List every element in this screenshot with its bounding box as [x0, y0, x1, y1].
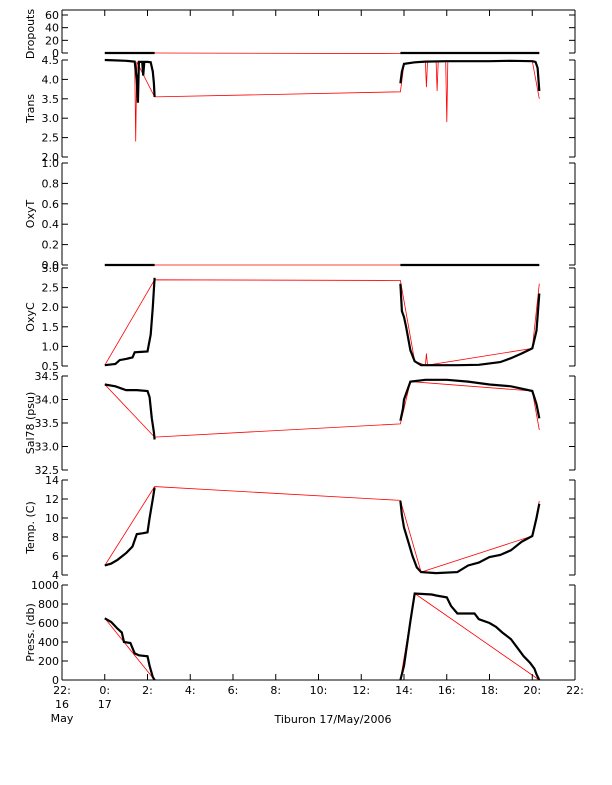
trans-black-trace-1 [104, 58, 156, 103]
press-ytick-label: 800 [38, 598, 59, 611]
x-tick-label: 14: [395, 684, 413, 697]
dropouts-ytick-label: 40 [45, 22, 59, 35]
chart-caption: Tiburon 17/May/2006 [273, 713, 391, 726]
x-tick-label: May [51, 712, 74, 725]
sal78-black-trace-1 [104, 383, 156, 440]
sal78-black-trace-2 [399, 378, 541, 421]
x-tick-label: 16: [438, 684, 456, 697]
x-tick-label: 0: [99, 684, 110, 697]
sal78-y-axis-label: Sal78 (psu) [24, 392, 37, 455]
x-tick-label: 12: [352, 684, 370, 697]
temp-ytick-label: 4 [52, 569, 59, 582]
sal78-red-trace [104, 381, 540, 438]
trans-black-trace-2 [399, 59, 541, 92]
x-tick-label: 16 [55, 698, 69, 711]
x-tick-label: 8: [270, 684, 281, 697]
oxyt-y-axis-label: OxyT [24, 200, 37, 229]
temp-black-trace-2 [399, 500, 541, 575]
trans-y-axis-label: Trans [24, 94, 37, 124]
oxyc-ytick-label: 0.5 [42, 360, 60, 373]
press-ytick-label: 400 [38, 636, 59, 649]
sal78-ytick-label: 34.5 [35, 370, 60, 383]
trans-ytick-label: 3.0 [42, 112, 60, 125]
dropouts-ytick-label: 0 [52, 47, 59, 60]
x-tick-label: 22: [566, 684, 584, 697]
x-tick-label: 6: [228, 684, 239, 697]
x-tick-label: 2: [142, 684, 153, 697]
trans-ytick-label: 2.5 [42, 132, 60, 145]
temp-ytick-label: 12 [45, 493, 59, 506]
temp-ytick-label: 8 [52, 531, 59, 544]
temp-ytick-label: 14 [45, 474, 59, 487]
temp-red-trace [104, 486, 540, 573]
chart-panels: 0204060Dropouts2.02.53.03.54.04.5Trans0.… [24, 9, 576, 687]
oxyc-ytick-label: 1.0 [42, 340, 60, 353]
panel-press: 0 200 400 600 800 1000 Press. (db) [24, 579, 576, 687]
oxyc-ytick-label: 3.0 [42, 262, 60, 275]
trans-ytick-label: 4.5 [42, 54, 60, 67]
oxyt-ytick-label: 0.6 [42, 198, 60, 211]
x-tick-label: 4: [185, 684, 196, 697]
trans-ytick-label: 2.0 [42, 151, 60, 164]
x-tick-label: 10: [310, 684, 328, 697]
oxyt-ytick-label: 0.8 [42, 177, 60, 190]
oxyc-ytick-label: 2.5 [42, 282, 60, 295]
oxyt-ytick-label: 1.0 [42, 157, 60, 170]
sal78-ytick-label: 34.0 [35, 394, 60, 407]
dropouts-ytick-label: 60 [45, 9, 59, 22]
temp-black-trace-1 [104, 487, 156, 567]
x-tick-label: 22: [53, 684, 71, 697]
panel-temp: 4 6 8 10 12 14 Temp. (C) [24, 474, 576, 582]
trans-red-trace [104, 59, 540, 142]
oxyc-black-trace-1 [104, 277, 156, 367]
trans-ytick-label: 4.0 [42, 73, 60, 86]
sal78-ytick-label: 33.0 [35, 441, 60, 454]
oxyc-ytick-label: 1.5 [42, 321, 60, 334]
dropouts-y-axis-label: Dropouts [24, 9, 37, 59]
panel-sal78: 32.5 33.0 33.5 34.0 34.5 Sal78 (psu) [24, 370, 576, 477]
x-tick-label: 20: [523, 684, 541, 697]
panel-oxyc: 0.5 1.0 1.5 2.0 2.5 3.0 OxyC [24, 262, 576, 373]
press-black-trace-2 [399, 592, 541, 681]
press-red-trace [104, 592, 540, 681]
temp-y-axis-label: Temp. (C) [24, 501, 37, 555]
temp-ytick-label: 10 [45, 512, 59, 525]
dropouts-ytick-label: 20 [45, 34, 59, 47]
press-ytick-label: 200 [38, 655, 59, 668]
x-tick-label: 17 [98, 698, 112, 711]
press-y-axis-label: Press. (db) [24, 603, 37, 662]
oxyc-y-axis-label: OxyC [24, 302, 37, 332]
panel-trans: 2.0 2.5 3.0 3.5 4.0 4.5 Trans [24, 54, 576, 164]
press-ytick-label: 1000 [31, 579, 59, 592]
temp-ytick-label: 6 [52, 550, 59, 563]
oxyc-black-trace-2 [399, 283, 541, 367]
oxyc-red-trace [104, 279, 540, 366]
trans-ytick-label: 3.5 [42, 93, 60, 106]
oxyt-ytick-label: 0.4 [42, 218, 60, 231]
panel-oxyt: 0.0 0.2 0.4 0.6 0.8 1.0 OxyT [24, 157, 576, 272]
sal78-ytick-label: 32.5 [35, 464, 60, 477]
oxyc-ytick-label: 2.0 [42, 301, 60, 314]
press-black-trace-1 [104, 617, 156, 681]
press-ytick-label: 0 [52, 674, 59, 687]
oxyt-ytick-label: 0.2 [42, 239, 60, 252]
x-tick-label: 18: [481, 684, 499, 697]
press-ytick-label: 600 [38, 617, 59, 630]
sal78-ytick-label: 33.5 [35, 417, 60, 430]
oxyt-ytick-label: 0.0 [42, 259, 60, 272]
